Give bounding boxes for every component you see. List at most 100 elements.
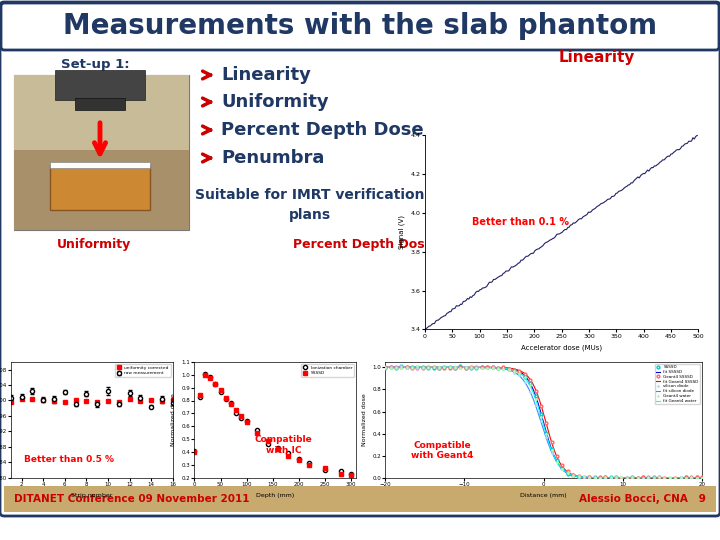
uniformity corrected — [82, 397, 91, 404]
Ionization chamber — [253, 427, 261, 434]
Bar — [55, 70, 145, 100]
Ionization chamber — [237, 415, 246, 421]
fit Geant4 water — [382, 364, 390, 370]
Ionization chamber — [211, 381, 220, 387]
fit silicon diode — [381, 364, 390, 370]
silicon diode — [440, 364, 449, 370]
fit silicon diode — [698, 475, 706, 481]
FancyBboxPatch shape — [1, 3, 719, 50]
Geant4 SSSSD — [392, 363, 400, 370]
Line: SSSSD: SSSSD — [192, 373, 354, 477]
SSSSD — [264, 437, 272, 444]
fit SSSSD — [575, 474, 583, 480]
X-axis label: Accelerator dose (MUs): Accelerator dose (MUs) — [521, 344, 602, 350]
SSSSD — [467, 364, 475, 371]
Ionization chamber — [216, 388, 225, 395]
SSSSD — [227, 401, 235, 408]
Geant4 water — [381, 364, 390, 371]
uniformity corrected — [114, 399, 123, 405]
Ionization chamber — [222, 396, 230, 403]
Ionization chamber — [305, 460, 314, 466]
SSSSD — [253, 429, 261, 436]
fit silicon diode — [648, 475, 657, 481]
fit Geant4 SSSSD — [382, 364, 390, 370]
fit Geant4 water — [668, 475, 677, 481]
fit SSSSD — [648, 475, 657, 481]
fit silicon diode — [575, 473, 583, 480]
fit Geant4 SSSSD — [575, 473, 583, 480]
Text: DITANET Conference 09 November 2011: DITANET Conference 09 November 2011 — [14, 494, 250, 504]
SSSSD — [488, 364, 497, 370]
Geant4 water — [585, 474, 593, 481]
uniformity corrected — [168, 397, 177, 404]
Geant4 SSSSD — [606, 475, 615, 482]
Geant4 water — [649, 476, 658, 482]
Ionization chamber — [190, 448, 199, 454]
uniformity corrected — [17, 396, 26, 402]
Geant4 water — [494, 366, 503, 372]
Text: Suitable for IMRT verification
plans: Suitable for IMRT verification plans — [195, 188, 425, 221]
fit Geant4 water — [570, 472, 578, 479]
uniformity corrected — [6, 399, 15, 405]
Line: fit silicon diode: fit silicon diode — [385, 367, 702, 478]
Y-axis label: Normalized dose: Normalized dose — [171, 394, 176, 446]
fit Geant4 SSSSD — [698, 475, 706, 481]
SSSSD — [305, 462, 314, 468]
Line: Geant4 water: Geant4 water — [384, 365, 703, 480]
SSSSD — [211, 381, 220, 387]
fit silicon diode — [570, 472, 578, 478]
SSSSD — [320, 465, 329, 471]
fit Geant4 SSSSD — [568, 471, 577, 478]
SSSSD — [585, 474, 593, 481]
Text: Better than 0.5 %: Better than 0.5 % — [24, 455, 114, 464]
Geant4 SSSSD — [488, 363, 497, 370]
SSSSD — [347, 472, 356, 478]
fit SSSSD — [382, 364, 390, 370]
SSSSD — [617, 476, 626, 482]
uniformity corrected — [93, 399, 102, 405]
X-axis label: Strip number: Strip number — [71, 492, 112, 498]
uniformity corrected — [147, 397, 156, 403]
SSSSD — [698, 475, 706, 481]
FancyBboxPatch shape — [0, 2, 720, 516]
Line: fit Geant4 SSSSD: fit Geant4 SSSSD — [385, 367, 702, 478]
uniformity corrected — [125, 396, 134, 402]
silicon diode — [397, 363, 405, 370]
Text: Uniformity: Uniformity — [221, 93, 328, 111]
SSSSD — [477, 364, 486, 370]
silicon diode — [467, 365, 475, 372]
uniformity corrected — [60, 399, 69, 405]
Legend: uniformity corrected, raw measurement: uniformity corrected, raw measurement — [114, 364, 171, 377]
fit Geant4 SSSSD — [570, 472, 578, 478]
Text: Penumbra: Penumbra — [579, 238, 651, 251]
fit silicon diode — [568, 471, 577, 478]
Geant4 SSSSD — [440, 364, 449, 371]
Bar — [50, 162, 150, 168]
SSSSD — [195, 392, 204, 398]
Bar — [50, 165, 150, 210]
fit SSSSD — [570, 472, 578, 479]
Ionization chamber — [274, 445, 282, 451]
X-axis label: Distance (mm): Distance (mm) — [521, 492, 567, 498]
Geant4 SSSSD — [698, 474, 706, 481]
fit SSSSD — [668, 475, 677, 481]
SSSSD — [274, 446, 282, 452]
Text: Linearity: Linearity — [559, 50, 635, 65]
Ionization chamber — [347, 471, 356, 477]
Text: Compatible
with IC: Compatible with IC — [255, 435, 312, 455]
Ionization chamber — [284, 450, 293, 456]
Ionization chamber — [206, 374, 215, 381]
uniformity corrected — [158, 398, 166, 404]
silicon diode — [488, 364, 497, 370]
Ionization chamber — [232, 409, 240, 416]
Geant4 SSSSD — [477, 364, 486, 370]
SSSSD — [284, 453, 293, 459]
fit silicon diode — [382, 364, 390, 370]
SSSSD — [201, 372, 210, 378]
Text: Set-up 1:
SSSSD perpendicular
to the beam direction: Set-up 1: SSSSD perpendicular to the bea… — [14, 58, 176, 105]
fit Geant4 water — [698, 475, 706, 481]
Text: Better than 0.1 %: Better than 0.1 % — [472, 218, 569, 227]
Geant4 water — [477, 364, 486, 371]
uniformity corrected — [28, 396, 37, 402]
SSSSD — [206, 375, 215, 381]
